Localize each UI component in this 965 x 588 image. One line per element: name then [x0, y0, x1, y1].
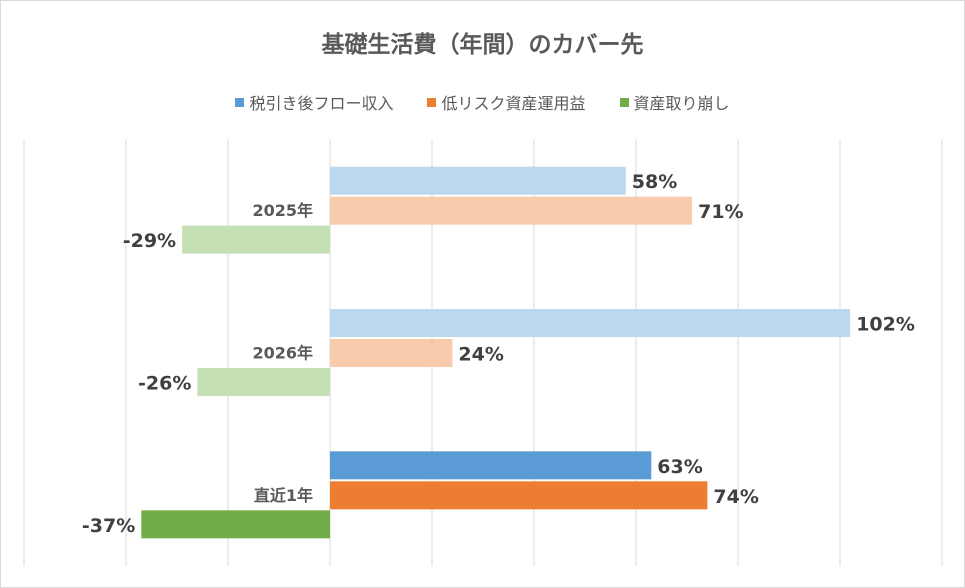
- bar: [197, 368, 330, 396]
- bar: [141, 510, 330, 539]
- bar: [330, 196, 693, 225]
- data-label: 58%: [632, 171, 677, 193]
- bar: [330, 166, 626, 195]
- bar: [330, 481, 708, 510]
- category-label: 直近1年: [254, 486, 313, 505]
- data-label: 102%: [856, 314, 915, 336]
- data-label: 74%: [713, 486, 758, 508]
- data-label: -26%: [138, 373, 191, 395]
- legend-swatch: [619, 97, 629, 107]
- bar: [330, 451, 652, 480]
- legend-swatch: [427, 97, 437, 107]
- data-label: 24%: [458, 344, 503, 366]
- bar: [330, 339, 453, 367]
- category-label: 2025年: [252, 201, 313, 220]
- legend-item: 税引き後フロー収入: [235, 90, 393, 114]
- legend-label: 税引き後フロー収入: [249, 94, 394, 113]
- data-label: 71%: [698, 201, 743, 223]
- bar: [330, 309, 851, 337]
- data-label: 63%: [657, 456, 702, 478]
- legend-label: 低リスク資産運用益: [441, 94, 586, 113]
- legend: 税引き後フロー収入 低リスク資産運用益 資産取り崩し: [1, 90, 964, 114]
- chart-title: 基礎生活費（年間）のカバー先: [321, 32, 644, 58]
- data-label: -29%: [123, 230, 176, 252]
- legend-label: 資産取り崩し: [633, 94, 730, 113]
- data-label: -37%: [82, 515, 135, 537]
- legend-swatch: [235, 97, 245, 107]
- legend-item: 資産取り崩し: [619, 90, 730, 114]
- bar: [182, 225, 330, 254]
- category-label: 2026年: [252, 344, 313, 363]
- legend-item: 低リスク資産運用益: [427, 90, 586, 114]
